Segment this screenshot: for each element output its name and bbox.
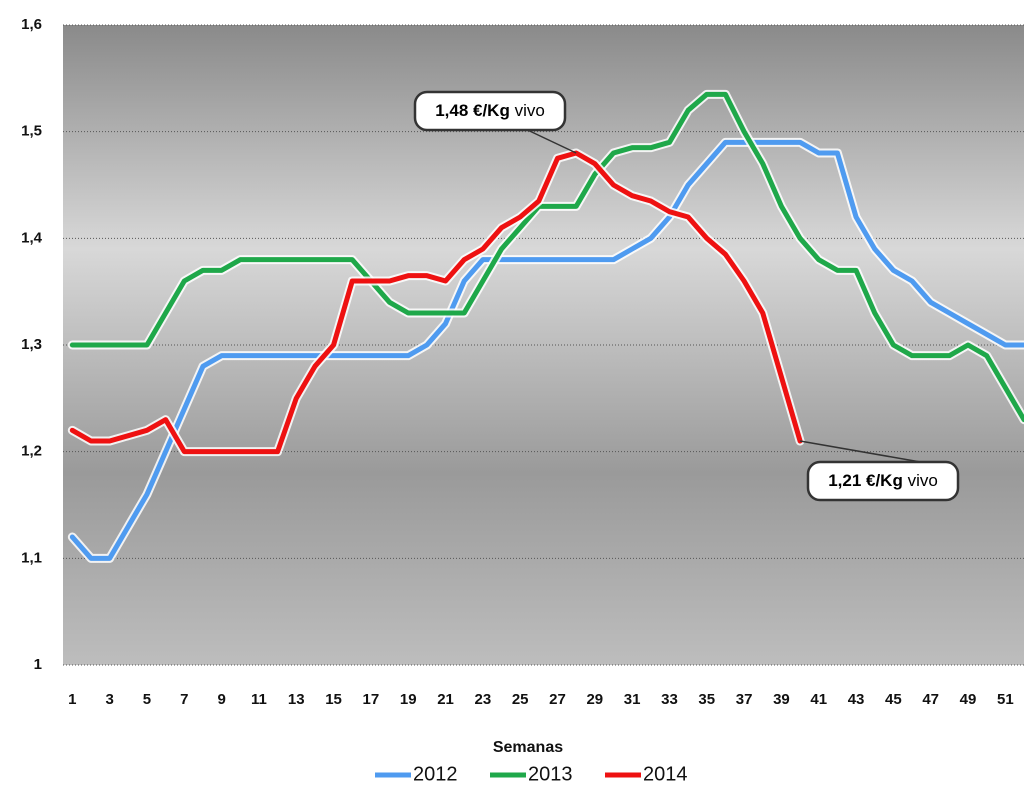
- callout-box: [413, 90, 567, 132]
- y-tick-label: 1,1: [21, 549, 42, 566]
- x-tick-label: 1: [68, 691, 76, 708]
- x-axis-label: Semanas: [493, 739, 563, 756]
- x-tick-label: 29: [586, 691, 603, 708]
- y-tick-label: 1,4: [21, 229, 43, 246]
- callout-suffix: vivo: [908, 471, 938, 490]
- series-line: [69, 150, 803, 455]
- x-tick-label: 27: [549, 691, 566, 708]
- callout-text: 1,21 €/Kg vivo: [828, 471, 938, 490]
- x-tick-label: 43: [848, 691, 865, 708]
- x-tick-label: 23: [475, 691, 492, 708]
- y-tick-label: 1: [34, 656, 42, 673]
- callout-pointer: [799, 440, 921, 463]
- x-tick-label: 17: [363, 691, 380, 708]
- x-tick-label: 25: [512, 691, 529, 708]
- callout-text: 1,48 €/Kg vivo: [435, 101, 545, 120]
- x-tick-label: 35: [698, 691, 715, 708]
- x-tick-label: 49: [960, 691, 977, 708]
- x-tick-label: 11: [251, 691, 267, 708]
- x-tick-label: 5: [143, 691, 151, 708]
- x-tick-label: 47: [922, 691, 939, 708]
- callout-pointer: [527, 129, 577, 154]
- callout-suffix: vivo: [515, 101, 545, 120]
- x-tick-label: 51: [997, 691, 1014, 708]
- x-tick-label: 19: [400, 691, 417, 708]
- callout-box: [806, 460, 960, 502]
- callout-value: 1,21 €/Kg: [828, 471, 903, 490]
- x-tick-label: 37: [736, 691, 753, 708]
- series-line: [69, 91, 1024, 423]
- x-tick-label: 15: [325, 691, 342, 708]
- y-tick-label: 1,5: [21, 123, 42, 140]
- legend-label: 2014: [643, 763, 688, 785]
- y-tick-label: 1,2: [21, 443, 42, 460]
- x-tick-label: 9: [217, 691, 225, 708]
- legend-label: 2012: [413, 763, 458, 785]
- x-tick-label: 33: [661, 691, 678, 708]
- x-tick-label: 31: [624, 691, 641, 708]
- x-tick-label: 39: [773, 691, 790, 708]
- legend-label: 2013: [528, 763, 573, 785]
- x-tick-label: 41: [810, 691, 827, 708]
- callout-value: 1,48 €/Kg: [435, 101, 510, 120]
- x-tick-label: 13: [288, 691, 305, 708]
- y-tick-label: 1,3: [21, 336, 42, 353]
- x-tick-label: 7: [180, 691, 188, 708]
- x-tick-label: 45: [885, 691, 902, 708]
- series-line: [69, 139, 1024, 561]
- y-tick-label: 1,6: [21, 16, 42, 33]
- x-tick-label: 21: [437, 691, 454, 708]
- x-tick-label: 3: [105, 691, 113, 708]
